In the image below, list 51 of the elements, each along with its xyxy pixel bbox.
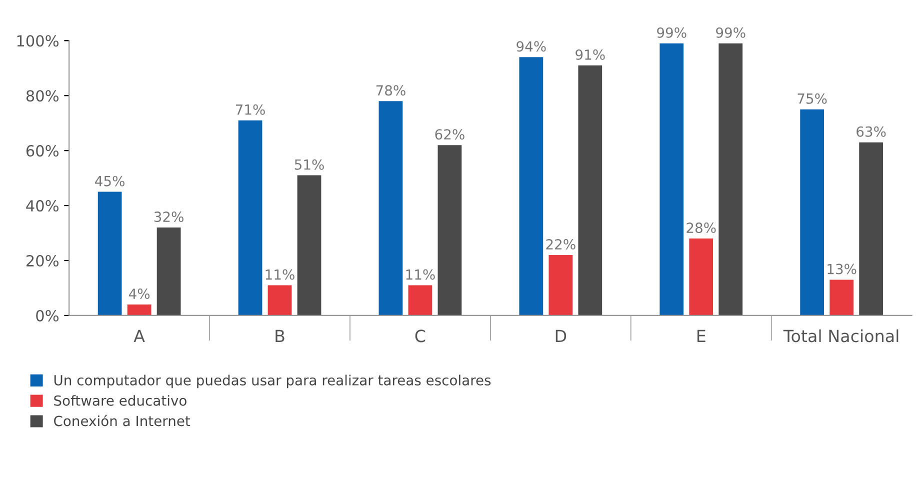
bar xyxy=(800,109,824,316)
bar xyxy=(660,43,684,316)
data-label: 11% xyxy=(406,269,435,280)
y-tick-label: 80% xyxy=(26,90,59,102)
data-label: 99% xyxy=(716,27,746,38)
x-tick-label: D xyxy=(556,330,566,342)
data-label: 94% xyxy=(516,41,546,52)
data-label: 4% xyxy=(128,288,150,300)
y-tick-label: 20% xyxy=(26,254,59,267)
legend-label: Un computador que puedas usar para realizar tareas escolares xyxy=(54,374,491,388)
bar xyxy=(378,101,403,316)
data-label: 78% xyxy=(376,85,406,96)
data-label: 28% xyxy=(686,222,716,234)
legend-label: Conexión a Internet xyxy=(54,414,190,426)
bar xyxy=(98,192,122,316)
bar xyxy=(438,145,462,316)
data-label: 91% xyxy=(576,49,605,60)
y-tick-label: 0% xyxy=(36,310,59,322)
bar xyxy=(859,142,883,316)
bar xyxy=(548,255,573,316)
data-label: 63% xyxy=(856,126,886,137)
data-label: 22% xyxy=(546,239,576,250)
bar xyxy=(718,43,743,316)
bar xyxy=(689,238,714,316)
data-label: 11% xyxy=(266,269,294,280)
data-label: 99% xyxy=(657,27,686,38)
bar xyxy=(268,285,292,316)
x-tick-label: C xyxy=(415,330,426,342)
legend-label: Software educativo xyxy=(54,395,186,406)
bar xyxy=(127,304,152,316)
y-tick-label: 40% xyxy=(26,200,59,212)
bar xyxy=(297,175,322,316)
y-tick-label: 60% xyxy=(26,145,59,157)
y-tick-label: 100% xyxy=(17,35,59,47)
bar xyxy=(578,65,602,316)
data-label: 75% xyxy=(798,93,827,104)
data-label: 13% xyxy=(828,264,856,274)
bar xyxy=(238,120,262,316)
x-tick-label: B xyxy=(276,330,284,342)
data-label: 71% xyxy=(236,104,265,115)
bar xyxy=(408,285,432,316)
x-tick-label: Total Nacional xyxy=(783,329,898,342)
bar xyxy=(156,228,181,316)
data-label: 51% xyxy=(294,159,324,170)
bar xyxy=(830,280,854,316)
x-tick-label: A xyxy=(134,330,145,342)
data-label: 62% xyxy=(435,129,464,140)
bar xyxy=(519,57,544,316)
x-tick-label: E xyxy=(697,330,706,342)
data-label: 32% xyxy=(154,212,184,222)
data-label: 45% xyxy=(95,176,124,186)
